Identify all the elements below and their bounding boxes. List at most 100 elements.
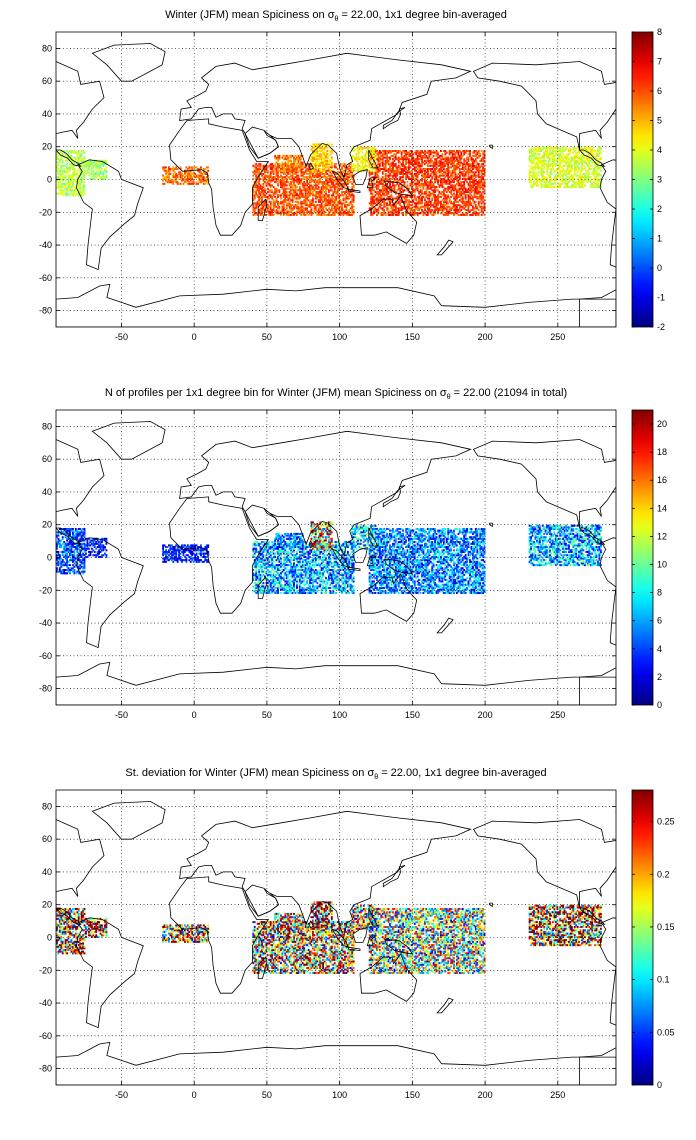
- bin-cell: [429, 164, 432, 167]
- bin-cell: [330, 204, 333, 207]
- bin-cell: [450, 159, 453, 162]
- bin-cell: [447, 176, 450, 179]
- bin-cell: [266, 166, 269, 169]
- bin-cell: [476, 156, 479, 159]
- bin-cell: [528, 174, 531, 177]
- bin-cell: [394, 210, 397, 213]
- bin-cell: [197, 182, 199, 185]
- bin-cell: [381, 179, 384, 182]
- bin-cell: [448, 212, 451, 215]
- bin-cell: [314, 209, 317, 212]
- bin-cell: [316, 163, 319, 166]
- bin-cell: [406, 156, 409, 159]
- bin-cell: [323, 166, 326, 169]
- bin-cell: [477, 179, 480, 182]
- bin-cell: [86, 171, 89, 174]
- bin-cell: [163, 169, 166, 172]
- bin-cell: [300, 168, 303, 171]
- bin-cell: [389, 204, 391, 207]
- bin-cell: [556, 177, 559, 180]
- bin-cell: [301, 200, 304, 203]
- bin-cell: [373, 161, 375, 164]
- bin-cell: [277, 171, 279, 174]
- bin-cell: [351, 154, 354, 157]
- bin-cell: [536, 148, 538, 151]
- bin-cell: [531, 166, 534, 169]
- bin-cell: [444, 158, 447, 161]
- bin-cell: [357, 153, 359, 156]
- bin-cell: [351, 146, 354, 149]
- bin-cell: [424, 150, 426, 153]
- bin-cell: [390, 154, 393, 157]
- bin-cell: [332, 184, 335, 187]
- bin-cell: [434, 207, 437, 210]
- bin-cell: [74, 158, 77, 161]
- bin-cell: [458, 189, 461, 192]
- bin-cell: [352, 181, 355, 184]
- bin-cell: [364, 153, 367, 156]
- bin-cell: [550, 156, 553, 159]
- bin-cell: [61, 159, 64, 162]
- bin-cell: [464, 171, 467, 174]
- bin-cell: [434, 151, 437, 154]
- bin-cell: [333, 212, 336, 215]
- bin-cell: [441, 172, 444, 175]
- bin-cell: [482, 184, 485, 187]
- bin-cell: [83, 176, 86, 179]
- bin-cell: [426, 164, 429, 167]
- bin-cell: [291, 172, 294, 175]
- bin-cell: [275, 197, 278, 200]
- bin-cell: [536, 161, 538, 164]
- bin-cell: [56, 156, 58, 159]
- bin-cell: [458, 195, 461, 198]
- bin-cell: [268, 210, 271, 213]
- bin-cell: [394, 171, 397, 174]
- bin-cell: [399, 161, 402, 164]
- bin-cell: [370, 172, 373, 175]
- bin-cell: [438, 191, 441, 194]
- bin-cell: [537, 171, 540, 174]
- bin-cell: [448, 187, 451, 190]
- bin-cell: [79, 172, 82, 175]
- bin-cell: [442, 174, 445, 177]
- bin-cell: [553, 181, 556, 184]
- bin-cell: [288, 168, 291, 171]
- bin-cell: [402, 179, 405, 182]
- bin-cell: [345, 204, 348, 207]
- bin-cell: [186, 179, 189, 182]
- bin-cell: [483, 205, 486, 208]
- bin-cell: [336, 200, 339, 203]
- bin-cell: [312, 163, 314, 166]
- bin-cell: [352, 168, 355, 171]
- bin-cell: [168, 174, 170, 177]
- bin-cell: [317, 182, 320, 185]
- bin-cell: [272, 207, 275, 210]
- bin-cell: [184, 171, 186, 174]
- bin-cell: [441, 154, 444, 157]
- bin-cell: [569, 176, 572, 179]
- bin-cell: [82, 159, 85, 162]
- bin-cell: [534, 153, 537, 156]
- bin-cell: [185, 174, 188, 177]
- bin-cell: [387, 197, 390, 200]
- bin-cell: [405, 197, 407, 200]
- bin-cell: [69, 184, 71, 187]
- bin-cell: [328, 197, 330, 200]
- bin-cell: [275, 171, 278, 174]
- bin-region: [252, 163, 355, 216]
- bin-cell: [373, 182, 375, 185]
- bin-cell: [342, 174, 345, 177]
- bin-cell: [428, 184, 431, 187]
- bin-cell: [538, 150, 541, 153]
- bin-cell: [82, 172, 85, 175]
- bin-cell: [325, 163, 327, 166]
- bin-cell: [90, 176, 93, 179]
- bin-cell: [162, 168, 165, 171]
- bin-cell: [325, 164, 327, 167]
- bin-cell: [386, 182, 389, 185]
- bin-cell: [469, 197, 471, 200]
- bin-cell: [328, 195, 330, 198]
- bin-cell: [189, 171, 192, 174]
- bin-cell: [377, 194, 380, 197]
- bin-cell: [282, 186, 285, 189]
